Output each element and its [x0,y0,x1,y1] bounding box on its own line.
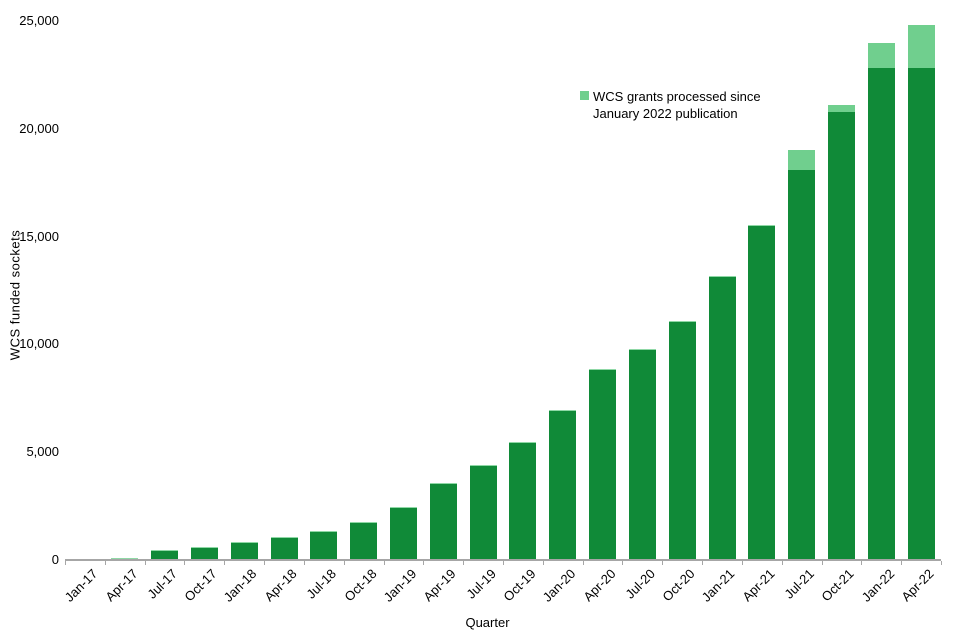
bar-segment-light [827,105,855,112]
x-tick-mark [383,561,385,565]
y-tick-label: 10,000 [19,336,59,352]
bar-segment-dark [748,224,776,561]
x-tick-label: Apr-21 [739,566,778,605]
x-tick-label: Jul-18 [303,566,340,602]
x-tick-mark [65,561,66,565]
bar-segment-dark [509,442,537,561]
x-tick-mark [264,561,266,565]
bar-segment-light [788,150,816,170]
bar-segment-dark [469,465,497,561]
x-tick-label: Apr-18 [261,566,300,605]
x-tick-mark [224,561,226,565]
bar-segment-dark [549,410,577,561]
bar-segment-dark [350,522,378,561]
x-tick-label: Oct-20 [659,566,698,605]
y-tick-label: 15,000 [19,228,59,244]
y-tick-label: 0 [51,552,59,567]
x-tick-mark [184,561,186,565]
x-tick-label: Jul-20 [622,566,658,602]
x-tick-label: Oct-21 [818,566,858,605]
x-tick-mark [821,561,823,565]
bar-segment-dark [310,530,338,561]
x-tick-mark [662,561,664,565]
x-tick-mark [781,561,783,565]
x-tick-mark [144,561,146,565]
bar-segment-dark [668,320,696,561]
x-tick-mark [622,561,624,565]
bar-segment-dark [827,111,855,560]
bar-segment-dark [270,537,298,561]
y-tick-label: 25,000 [19,13,59,28]
x-tick-mark [542,561,544,565]
x-tick-label: Apr-17 [102,566,141,605]
legend-swatch-icon [580,91,589,100]
bar-segment-dark [589,369,617,561]
bar-segment-dark [907,68,935,560]
x-tick-mark [104,561,106,565]
y-tick-label: 20,000 [19,120,59,136]
x-tick-mark [463,561,465,565]
x-tick-mark [702,561,704,565]
x-tick-label: Jan-17 [61,566,101,605]
x-tick-label: Apr-22 [898,566,937,605]
x-tick-label: Jul-21 [781,566,818,602]
x-tick-label: Apr-20 [579,566,619,605]
x-tick-label: Oct-17 [181,566,220,605]
bar-segment-dark [190,547,218,561]
bar-segment-dark [788,169,816,560]
x-tick-mark [423,561,425,565]
bar-segment-dark [389,507,417,561]
x-tick-label: Oct-18 [341,566,380,605]
x-tick-label: Jul-17 [144,566,181,602]
y-tick-label: 5,000 [26,444,59,460]
x-tick-mark [503,561,504,565]
x-tick-label: Jan-20 [539,566,579,605]
x-tick-mark [582,561,584,565]
x-tick-mark [861,561,863,565]
bar-segment-light [907,25,935,69]
bar-segment-dark [151,550,179,561]
x-axis-line [65,559,941,561]
legend: WCS grants processed since January 2022 … [580,88,775,122]
x-tick-label: Jan-22 [858,566,897,605]
x-tick-mark [343,561,345,565]
bar-segment-dark [867,68,895,560]
x-tick-label: Oct-19 [500,566,539,605]
x-tick-label: Jul-19 [463,566,499,602]
x-tick-mark [901,561,903,565]
bar-segment-dark [429,483,457,561]
bar-segment-dark [628,348,656,561]
bar-segment-light [867,42,895,69]
x-tick-label: Jan-18 [221,566,260,605]
bar-segment-dark [708,276,736,561]
x-tick-label: Jan-19 [380,566,420,605]
legend-label: WCS grants processed since January 2022 … [593,89,761,121]
x-tick-mark [741,561,743,565]
bar-segment-dark [230,541,258,561]
x-tick-mark [941,561,942,565]
x-axis-title: Quarter [465,615,510,630]
x-tick-mark [303,561,305,565]
x-tick-label: Jan-21 [698,566,738,605]
x-tick-label: Apr-19 [420,566,459,605]
